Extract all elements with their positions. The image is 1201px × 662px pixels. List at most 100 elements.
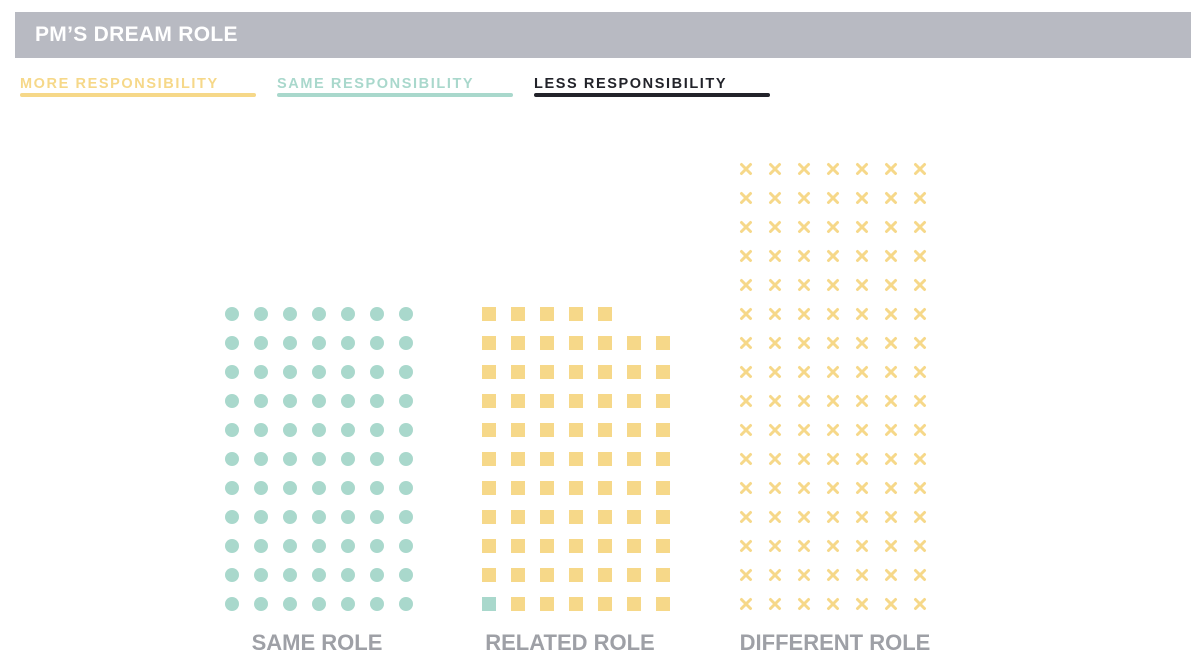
unit-mark	[769, 308, 781, 320]
unit-mark	[283, 336, 297, 350]
unit-mark	[740, 424, 752, 436]
unit-mark	[856, 308, 868, 320]
unit-mark	[627, 336, 641, 350]
unit-mark	[312, 539, 326, 553]
unit-mark	[914, 163, 926, 175]
unit-mark	[312, 568, 326, 582]
unit-mark	[254, 539, 268, 553]
unit-mark	[740, 598, 752, 610]
unit-mark	[656, 597, 670, 611]
unit-mark	[914, 511, 926, 523]
unit-mark	[283, 481, 297, 495]
unit-mark	[540, 597, 554, 611]
unit-mark	[798, 569, 810, 581]
legend-line-less	[534, 93, 770, 97]
unit-mark	[740, 511, 752, 523]
unit-mark	[914, 221, 926, 233]
unit-mark	[225, 452, 239, 466]
unit-mark	[885, 453, 897, 465]
unit-mark	[540, 365, 554, 379]
unit-mark	[283, 510, 297, 524]
unit-mark	[511, 307, 525, 321]
unit-mark	[740, 163, 752, 175]
unit-mark	[885, 163, 897, 175]
unit-mark	[740, 453, 752, 465]
unit-mark	[827, 511, 839, 523]
unit-mark	[225, 597, 239, 611]
unit-mark	[827, 279, 839, 291]
unit-mark	[312, 365, 326, 379]
unit-mark	[569, 423, 583, 437]
unit-mark	[769, 279, 781, 291]
unit-mark	[254, 307, 268, 321]
unit-mark	[511, 365, 525, 379]
unit-mark	[598, 336, 612, 350]
unit-mark	[827, 366, 839, 378]
unit-mark	[569, 481, 583, 495]
unit-mark	[769, 482, 781, 494]
unit-mark	[225, 394, 239, 408]
unit-mark	[885, 482, 897, 494]
unit-mark	[370, 481, 384, 495]
unit-mark	[827, 598, 839, 610]
unit-mark	[598, 394, 612, 408]
unit-mark	[740, 308, 752, 320]
unit-mark	[312, 423, 326, 437]
chart-title: PM’S DREAM ROLE	[35, 23, 238, 46]
unit-mark	[856, 598, 868, 610]
unit-mark	[540, 481, 554, 495]
unit-mark	[254, 510, 268, 524]
unit-mark	[399, 394, 413, 408]
unit-mark	[569, 336, 583, 350]
unit-mark	[283, 568, 297, 582]
unit-mark	[769, 337, 781, 349]
legend-item-more: MORE RESPONSIBILITY	[16, 74, 256, 100]
legend-label-less: LESS RESPONSIBILITY	[534, 76, 728, 92]
legend-line-same	[277, 93, 513, 97]
unit-mark	[283, 307, 297, 321]
unit-mark	[370, 307, 384, 321]
unit-mark	[511, 510, 525, 524]
unit-mark	[370, 597, 384, 611]
unit-mark	[511, 423, 525, 437]
unit-mark	[827, 163, 839, 175]
unit-mark	[856, 511, 868, 523]
unit-mark	[540, 510, 554, 524]
unit-mark	[312, 307, 326, 321]
unit-mark	[656, 336, 670, 350]
unit-mark	[856, 221, 868, 233]
unit-mark	[656, 539, 670, 553]
unit-mark	[914, 453, 926, 465]
unit-mark	[540, 423, 554, 437]
unit-mark	[914, 308, 926, 320]
unit-mark	[656, 423, 670, 437]
unit-mark	[370, 423, 384, 437]
unit-mark	[740, 366, 752, 378]
unit-mark	[399, 510, 413, 524]
unit-mark	[225, 336, 239, 350]
title-bar: PM’S DREAM ROLE	[15, 12, 1191, 58]
unit-mark	[482, 539, 496, 553]
unit-mark	[312, 481, 326, 495]
unit-mark	[856, 366, 868, 378]
unit-mark	[598, 510, 612, 524]
unit-mark	[540, 539, 554, 553]
unit-mark	[627, 394, 641, 408]
unit-mark	[798, 221, 810, 233]
unit-mark	[569, 452, 583, 466]
unit-mark	[254, 394, 268, 408]
unit-mark	[769, 192, 781, 204]
unit-mark	[511, 452, 525, 466]
legend-item-less: LESS RESPONSIBILITY	[530, 74, 770, 100]
legend-item-same: SAME RESPONSIBILITY	[273, 74, 513, 100]
unit-mark	[312, 394, 326, 408]
unit-mark	[914, 192, 926, 204]
unit-mark	[225, 539, 239, 553]
unit-mark	[283, 452, 297, 466]
unit-mark	[540, 452, 554, 466]
unit-mark	[482, 423, 496, 437]
unit-mark	[598, 307, 612, 321]
unit-mark	[540, 394, 554, 408]
unit-mark	[598, 452, 612, 466]
unit-mark	[827, 192, 839, 204]
